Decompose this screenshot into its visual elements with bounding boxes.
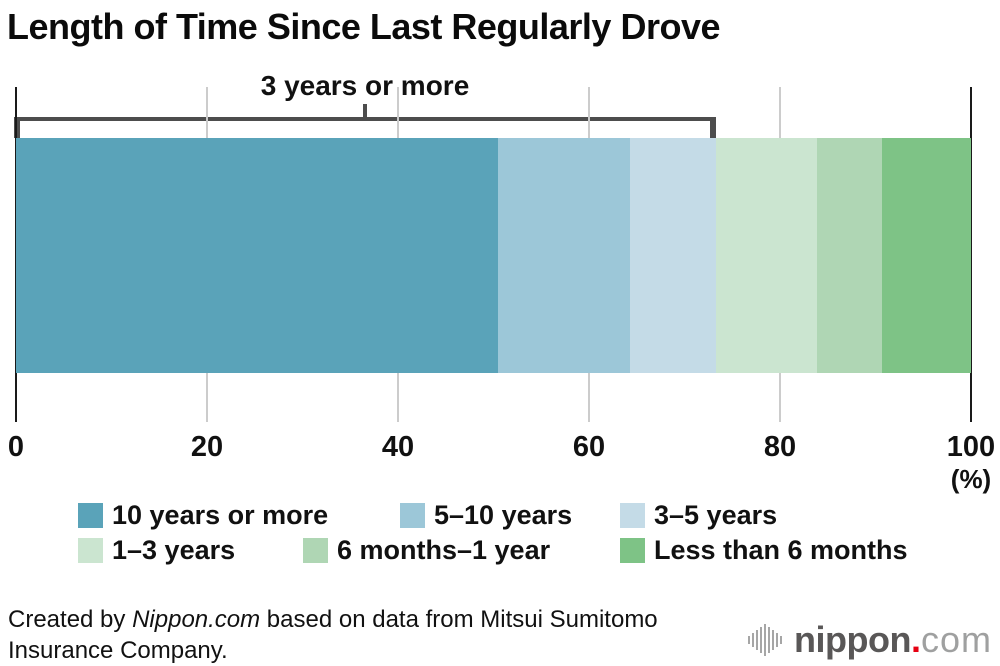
legend-item: 3–5 years [620,502,777,529]
x-tick-label: 40 [381,431,415,463]
bracket-right-cap [710,117,716,138]
source-note: Created by Nippon.com based on data from… [8,604,668,666]
legend-label: 6 months–1 year [337,535,551,565]
x-axis-unit-label: (%) [950,464,992,494]
x-tick-label: 100 [946,431,996,463]
soundwave-icon [748,622,784,658]
legend-swatch-icon [303,538,328,563]
legend-swatch-icon [620,538,645,563]
legend-item: Less than 6 months [620,537,908,564]
logo-dot: . [910,619,921,660]
bracket-left-cap [14,117,20,138]
legend-item: 1–3 years [78,537,235,564]
x-tick-label: 80 [763,431,797,463]
legend-label: 5–10 years [434,500,573,530]
bracket-line [14,117,716,121]
x-tick-label: 0 [7,431,25,463]
axis-line [970,87,972,422]
bar-segment [817,138,883,373]
annotation-tick [363,104,367,119]
bar-segment [498,138,631,373]
legend-label: Less than 6 months [654,535,908,565]
source-note-rest: based on data from Mitsui Sumitomo Insur… [8,606,658,664]
annotation-bracket [14,117,716,138]
legend-swatch-icon [400,503,425,528]
bar-segment [882,138,971,373]
legend-label: 1–3 years [112,535,236,565]
x-tick-label: 60 [572,431,606,463]
legend-swatch-icon [620,503,645,528]
legend-item: 6 months–1 year [303,537,550,564]
bar-segment [716,138,818,373]
legend-item: 5–10 years [400,502,572,529]
legend-swatch-icon [78,538,103,563]
bar-segment [16,138,499,373]
logo-wordmark: nippon [794,619,911,660]
legend-label: 10 years or more [112,500,329,530]
source-note-text: Created by [8,606,133,633]
bar-segment [630,138,716,373]
nippon-logo: nippon . com [748,618,992,662]
source-note-brand: Nippon.com [132,606,261,633]
legend-item: 10 years or more [78,502,328,529]
x-tick-label: 20 [190,431,224,463]
chart-title: Length of Time Since Last Regularly Drov… [7,6,721,47]
logo-tld: com [920,619,992,660]
legend-label: 3–5 years [654,500,778,530]
annotation-label: 3 years or more [260,70,470,101]
legend-swatch-icon [78,503,103,528]
